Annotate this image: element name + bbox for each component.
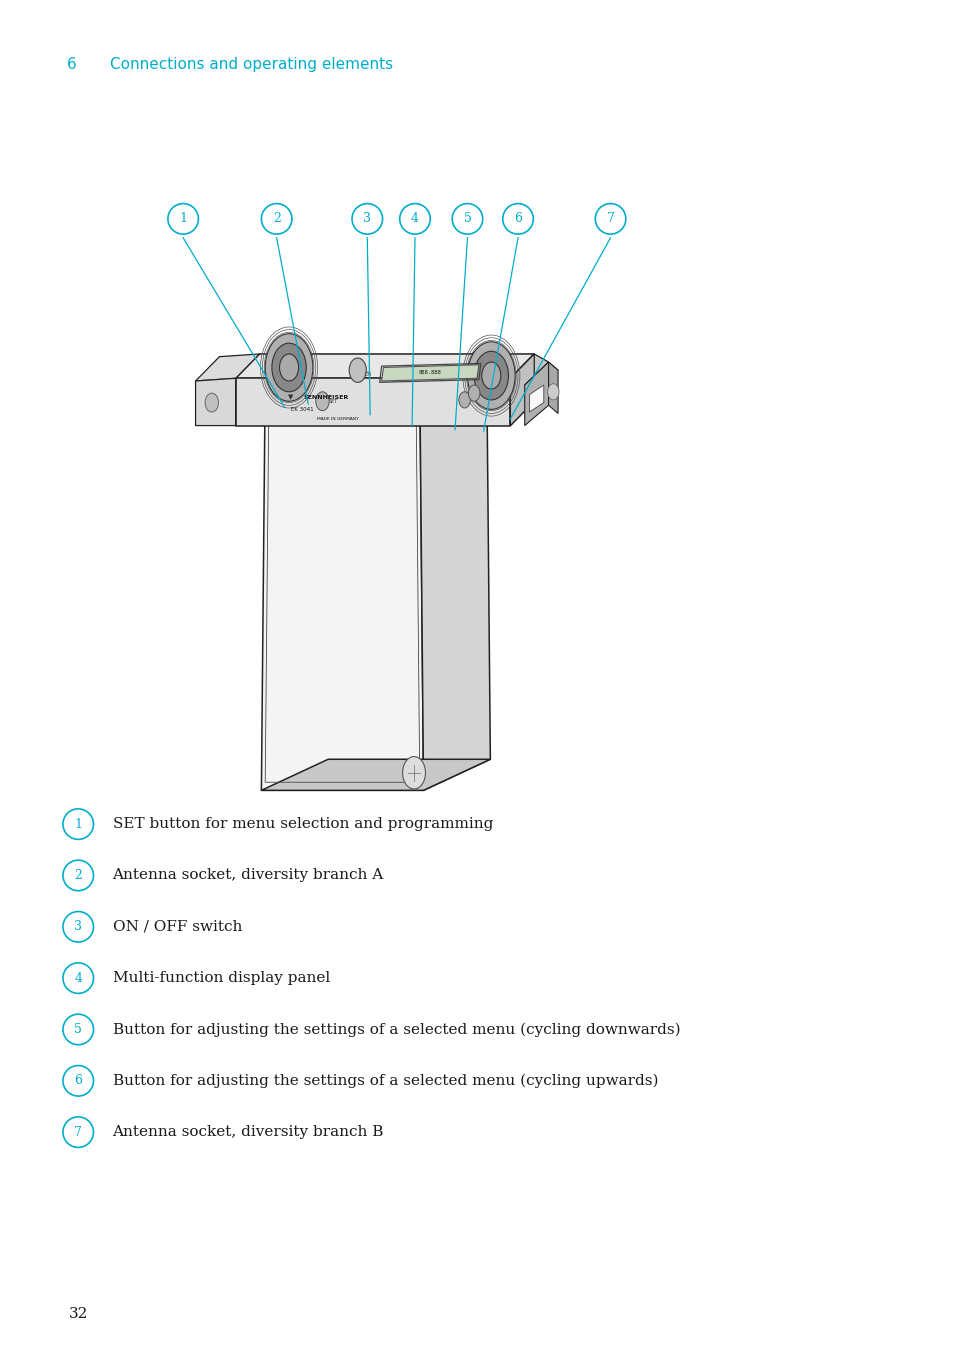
Text: 3: 3 <box>74 920 82 934</box>
Text: 3: 3 <box>363 212 371 226</box>
Polygon shape <box>381 365 478 381</box>
Text: SET button for menu selection and programming: SET button for menu selection and progra… <box>112 817 493 831</box>
Polygon shape <box>524 362 548 426</box>
Polygon shape <box>510 354 548 385</box>
Text: 5: 5 <box>463 212 471 226</box>
Polygon shape <box>524 362 558 392</box>
Circle shape <box>349 358 366 382</box>
Text: Antenna socket, diversity branch A: Antenna socket, diversity branch A <box>112 869 383 882</box>
Circle shape <box>468 385 479 401</box>
Text: 888.888: 888.888 <box>418 370 441 376</box>
Circle shape <box>315 392 329 411</box>
Text: Button for adjusting the settings of a selected menu (cycling upwards): Button for adjusting the settings of a s… <box>112 1074 658 1088</box>
Text: ON: ON <box>364 372 372 377</box>
Text: 6: 6 <box>67 57 76 72</box>
Circle shape <box>481 362 500 389</box>
Circle shape <box>547 384 558 400</box>
Text: 1: 1 <box>74 817 82 831</box>
Text: SENNHEISER: SENNHEISER <box>303 394 348 400</box>
Circle shape <box>467 342 515 409</box>
Text: Button for adjusting the settings of a selected menu (cycling downwards): Button for adjusting the settings of a s… <box>112 1023 679 1036</box>
Text: 7: 7 <box>606 212 614 226</box>
Text: Multi-function display panel: Multi-function display panel <box>112 971 330 985</box>
Polygon shape <box>510 354 534 426</box>
Text: 4: 4 <box>411 212 418 226</box>
Text: EK 3041: EK 3041 <box>291 407 314 412</box>
Text: Connections and operating elements: Connections and operating elements <box>110 57 393 72</box>
Polygon shape <box>195 354 259 381</box>
Polygon shape <box>510 354 534 426</box>
Polygon shape <box>548 362 558 413</box>
Circle shape <box>474 351 508 400</box>
Polygon shape <box>235 378 510 426</box>
Text: 6: 6 <box>74 1074 82 1088</box>
Text: 32: 32 <box>69 1308 88 1321</box>
Circle shape <box>272 343 306 392</box>
Circle shape <box>279 354 298 381</box>
Circle shape <box>265 334 313 401</box>
Polygon shape <box>529 385 543 412</box>
Text: 6: 6 <box>514 212 521 226</box>
Text: SET: SET <box>328 399 337 404</box>
Circle shape <box>402 757 425 789</box>
Text: 2: 2 <box>273 212 280 226</box>
Circle shape <box>205 393 218 412</box>
Text: ON / OFF switch: ON / OFF switch <box>112 920 242 934</box>
Text: 7: 7 <box>74 1125 82 1139</box>
Text: Antenna socket, diversity branch B: Antenna socket, diversity branch B <box>112 1125 383 1139</box>
Polygon shape <box>261 378 423 790</box>
Circle shape <box>458 392 470 408</box>
Polygon shape <box>261 759 490 790</box>
Text: ▼: ▼ <box>288 394 294 400</box>
Text: 5: 5 <box>74 1023 82 1036</box>
Text: 2: 2 <box>74 869 82 882</box>
Text: 4: 4 <box>74 971 82 985</box>
Text: MADE IN GERMANY: MADE IN GERMANY <box>316 417 358 420</box>
Polygon shape <box>419 347 490 790</box>
Polygon shape <box>195 378 235 426</box>
Text: 1: 1 <box>179 212 187 226</box>
Polygon shape <box>235 354 534 378</box>
